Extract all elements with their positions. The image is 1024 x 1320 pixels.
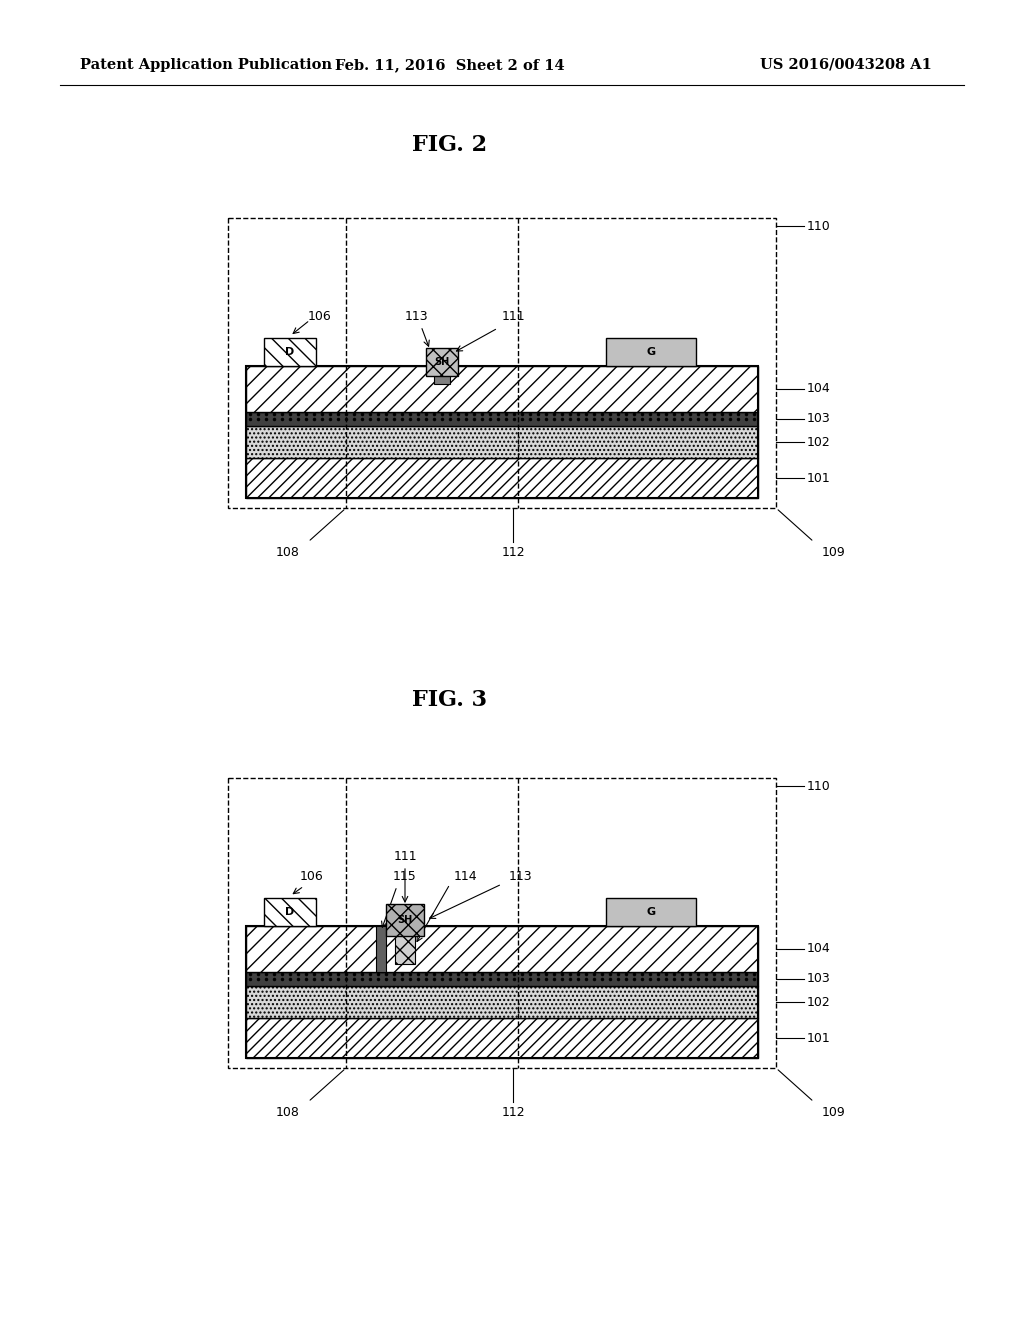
Bar: [606, 898, 696, 927]
Text: 108: 108: [276, 1106, 300, 1118]
Bar: [246, 927, 758, 1059]
Bar: [246, 458, 758, 498]
Text: D: D: [286, 347, 295, 356]
Text: 113: 113: [404, 309, 428, 322]
Bar: [246, 1018, 758, 1059]
Text: 115: 115: [393, 870, 417, 883]
Bar: [434, 366, 450, 384]
Text: 102: 102: [807, 995, 830, 1008]
Text: 113: 113: [508, 870, 531, 883]
Text: 104: 104: [807, 942, 830, 956]
Text: G: G: [646, 347, 655, 356]
Bar: [246, 972, 758, 986]
Text: 106: 106: [308, 309, 332, 322]
Text: 112: 112: [501, 1106, 525, 1118]
Text: US 2016/0043208 A1: US 2016/0043208 A1: [760, 58, 932, 73]
Bar: [228, 218, 776, 508]
Text: SH: SH: [434, 356, 450, 367]
Text: 109: 109: [822, 1106, 846, 1118]
Text: 104: 104: [807, 383, 830, 396]
Bar: [246, 366, 758, 498]
Text: 111: 111: [501, 309, 525, 322]
Text: 103: 103: [807, 973, 830, 986]
Bar: [386, 904, 424, 936]
Bar: [395, 927, 415, 964]
Text: Patent Application Publication: Patent Application Publication: [80, 58, 332, 73]
Text: 110: 110: [807, 219, 830, 232]
Text: 102: 102: [807, 436, 830, 449]
Bar: [246, 426, 758, 458]
Text: SH: SH: [397, 915, 413, 925]
Bar: [228, 777, 776, 1068]
Text: D: D: [286, 907, 295, 917]
Bar: [264, 898, 316, 927]
Bar: [246, 986, 758, 1018]
Text: 101: 101: [807, 471, 830, 484]
Text: FIG. 3: FIG. 3: [413, 689, 487, 711]
Text: 108: 108: [276, 545, 300, 558]
Bar: [606, 338, 696, 366]
Text: 109: 109: [822, 545, 846, 558]
Bar: [376, 927, 386, 972]
Text: 106: 106: [300, 870, 324, 883]
Text: 114: 114: [454, 870, 477, 883]
Bar: [246, 412, 758, 426]
Text: 103: 103: [807, 412, 830, 425]
Text: 111: 111: [393, 850, 417, 862]
Text: FIG. 2: FIG. 2: [413, 135, 487, 156]
Bar: [246, 927, 758, 972]
Text: G: G: [646, 907, 655, 917]
Text: 101: 101: [807, 1031, 830, 1044]
Bar: [426, 348, 458, 376]
Bar: [264, 338, 316, 366]
Bar: [246, 366, 758, 412]
Text: 110: 110: [807, 780, 830, 792]
Text: Feb. 11, 2016  Sheet 2 of 14: Feb. 11, 2016 Sheet 2 of 14: [335, 58, 565, 73]
Text: 112: 112: [501, 545, 525, 558]
